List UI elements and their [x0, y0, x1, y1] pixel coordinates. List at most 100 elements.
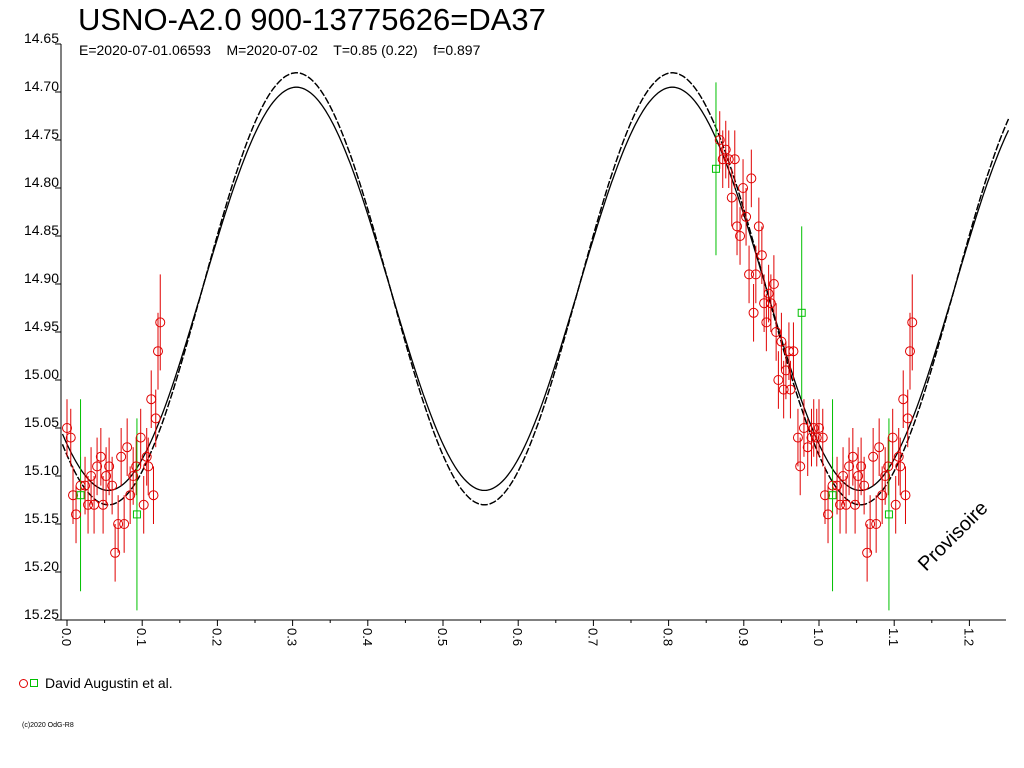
data-point-circle: [847, 451, 858, 462]
data-point-circle: [141, 451, 152, 462]
data-point-circle: [771, 327, 782, 337]
data-point-circle: [865, 519, 876, 529]
model-curve-center: [61, 86, 1010, 492]
data-point-circle: [798, 423, 809, 433]
data-point-circle: [806, 432, 817, 443]
data-point-circle: [890, 499, 901, 510]
data-point-circle: [763, 288, 774, 299]
data-point-circle: [152, 346, 163, 357]
copyright-note: (c)2020 OdG-R8: [22, 722, 74, 729]
y-tick-label: 14.80: [24, 174, 59, 190]
x-tick-label: 0.3: [285, 628, 300, 646]
data-point-circle: [101, 471, 112, 481]
chart-subtitle: E=2020-07-01.06593 M=2020-07-02 T=0.85 (…: [79, 42, 481, 58]
data-point-circle: [98, 499, 109, 510]
data-point-circle: [900, 490, 911, 501]
data-point-circle: [838, 471, 849, 481]
data-point-circle: [792, 432, 803, 443]
legend: David Augustin et al.: [19, 674, 173, 692]
data-point-circle: [859, 480, 870, 491]
data-markers: [62, 135, 918, 558]
data-point-circle: [83, 499, 94, 510]
data-point-circle: [773, 375, 784, 385]
data-point-circle: [104, 461, 115, 472]
data-point-circle: [748, 307, 759, 318]
data-point-circle: [778, 384, 789, 395]
data-point-circle: [902, 413, 913, 424]
data-point-circle: [765, 298, 776, 309]
model-curve-lower: [61, 72, 1010, 506]
data-point-circle: [874, 442, 885, 453]
x-tick-label: 1.2: [961, 628, 976, 646]
data-point-circle: [893, 451, 904, 462]
data-point-circle: [802, 442, 813, 453]
y-tick-label: 15.00: [24, 366, 59, 382]
data-point-circle: [107, 480, 118, 491]
data-point-circle: [95, 451, 106, 462]
data-point-circle: [729, 154, 740, 165]
data-point-circle: [783, 346, 794, 357]
x-tick-label: 1.1: [886, 628, 901, 646]
data-point-circle: [122, 442, 133, 453]
data-point-circle: [155, 317, 166, 328]
y-tick-label: 15.05: [24, 414, 59, 430]
data-point-circle: [795, 461, 806, 472]
x-tick-label: 0.9: [736, 628, 751, 646]
data-point-circle: [744, 269, 755, 280]
data-point-circle: [835, 499, 846, 510]
data-point-circle: [65, 432, 76, 443]
data-point-square: [828, 491, 837, 500]
data-point-circle: [907, 317, 918, 328]
data-point-circle: [776, 336, 787, 347]
y-tick-label: 14.75: [24, 126, 59, 142]
data-point-circle: [138, 499, 149, 510]
data-point-circle: [844, 461, 855, 472]
y-tick-label: 14.65: [24, 30, 59, 46]
x-tick-label: 0.1: [134, 628, 149, 646]
data-point-square: [711, 164, 720, 173]
data-point-circle: [148, 490, 159, 501]
error-bars: [66, 82, 913, 611]
data-point-circle: [753, 221, 764, 232]
data-point-circle: [746, 173, 757, 184]
legend-square-marker: [30, 679, 38, 687]
data-point-circle: [726, 192, 737, 203]
data-point-circle: [856, 461, 867, 472]
data-point-circle: [150, 413, 161, 424]
data-point-circle: [898, 394, 909, 405]
data-point-circle: [720, 144, 731, 155]
data-point-circle: [761, 317, 772, 328]
data-point-circle: [871, 519, 882, 529]
y-tick-label: 14.90: [24, 270, 59, 286]
model-curves: [61, 72, 1010, 506]
data-point-circle: [862, 547, 873, 558]
legend-label: David Augustin et al.: [45, 675, 173, 691]
data-point-circle: [723, 154, 734, 165]
axes: 14.65 14.70 14.75 14.80 14.85 14.90 14.95 15.00…: [24, 30, 1006, 646]
y-tick-label: 15.10: [24, 462, 59, 478]
data-point-circle: [877, 490, 888, 501]
chart-title: USNO-A2.0 900-13775626=DA37: [78, 2, 546, 37]
y-tick-label: 15.25: [24, 606, 59, 622]
y-tick-label: 14.70: [24, 78, 59, 94]
data-point-circle: [110, 547, 121, 558]
data-point-circle: [887, 432, 898, 443]
data-point-circle: [125, 490, 136, 501]
data-point-circle: [756, 250, 767, 261]
data-point-circle: [113, 519, 124, 529]
data-point-circle: [880, 471, 891, 481]
legend-symbols: [19, 678, 38, 688]
x-tick-label: 1.0: [811, 628, 826, 646]
x-tick-label: 0.4: [360, 628, 375, 646]
data-point-square: [797, 308, 806, 317]
y-tick-label: 15.15: [24, 510, 59, 526]
data-point-square: [884, 510, 893, 519]
data-point-circle: [128, 471, 139, 481]
data-point-circle: [732, 221, 743, 232]
data-point-circle: [814, 423, 824, 433]
data-point-circle: [717, 154, 728, 165]
data-point-circle: [62, 423, 72, 433]
data-point-square: [132, 510, 141, 519]
data-point-circle: [80, 480, 91, 491]
